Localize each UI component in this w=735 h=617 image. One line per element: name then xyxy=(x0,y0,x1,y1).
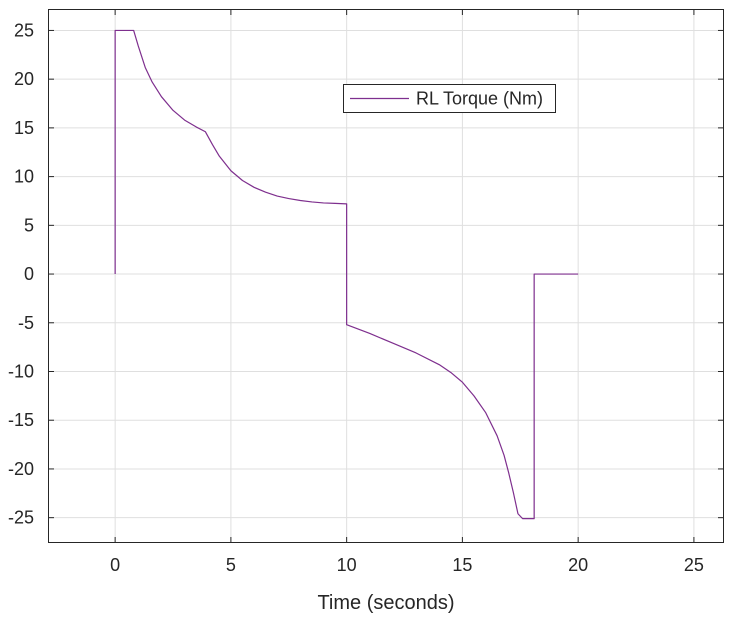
x-axis-label: Time (seconds) xyxy=(317,592,454,614)
axes-box xyxy=(48,9,724,543)
y-tick-label: -15 xyxy=(8,410,34,430)
axis-ticks xyxy=(48,9,724,543)
y-tick-label: 15 xyxy=(14,118,34,138)
y-tick-label: -25 xyxy=(8,508,34,528)
legend-box xyxy=(343,84,556,113)
legend: RL Torque (Nm) xyxy=(343,84,556,113)
y-tick-label: 20 xyxy=(14,69,34,89)
x-tick-label: 20 xyxy=(568,555,588,575)
x-tick-label: 15 xyxy=(452,555,472,575)
y-tick-label: 25 xyxy=(14,20,34,40)
legend-entry-label: RL Torque (Nm) xyxy=(416,89,543,109)
x-tick-label: 0 xyxy=(110,555,120,575)
y-tick-label: -20 xyxy=(8,459,34,479)
axis-labels: 0 5 10 15 20 25 25 20 15 10 5 0 -5 -10 -15 -20 -25 Time (… xyxy=(8,20,704,614)
y-tick-label: -5 xyxy=(18,313,34,333)
plot-area xyxy=(114,29,579,520)
y-tick-label: 0 xyxy=(24,264,34,284)
x-tick-label: 5 xyxy=(226,555,236,575)
y-tick-label: 10 xyxy=(14,167,34,187)
x-tick-label: 25 xyxy=(684,555,704,575)
x-tick-label: 10 xyxy=(337,555,357,575)
y-tick-label: 5 xyxy=(24,215,34,235)
y-tick-label: -10 xyxy=(8,361,34,381)
series-line-1 xyxy=(114,29,579,520)
